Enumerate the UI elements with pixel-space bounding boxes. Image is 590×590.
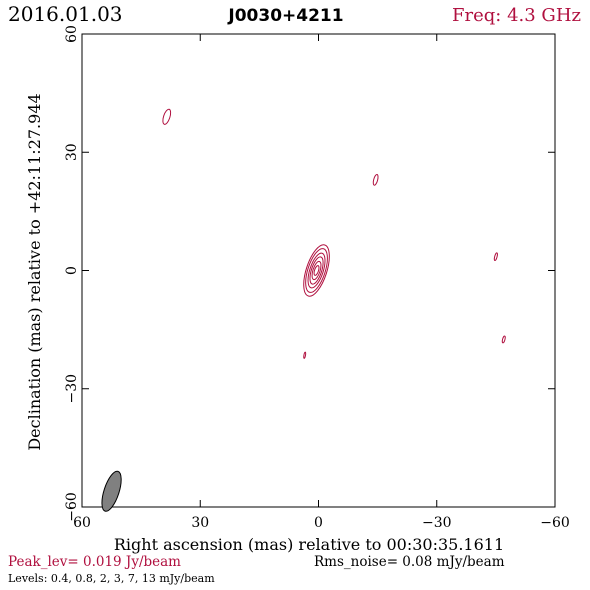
core-contour: [307, 252, 326, 289]
beam-layer: [101, 470, 122, 512]
component-contour: [501, 335, 506, 344]
y-tick-labels: −60 −30 0 30 60: [64, 25, 80, 522]
rms-noise: Rms_noise= 0.08 mJy/beam: [314, 554, 505, 570]
x-tick-label: −60: [540, 515, 570, 531]
y-axis-label: Declination (mas) relative to +42:11:27.…: [25, 93, 44, 450]
x-tick-label: 0: [314, 515, 323, 531]
y-tick-label: 60: [64, 25, 80, 43]
x-tick-label: −30: [422, 515, 452, 531]
observation-date: 2016.01.03: [8, 2, 123, 26]
component-contour: [303, 351, 307, 359]
core-contour: [303, 244, 330, 297]
x-tick-labels: 60 30 0 −30 −60: [73, 515, 570, 531]
source-name: J0030+4211: [227, 6, 343, 26]
component-contour: [493, 252, 498, 262]
frequency-label: Freq: 4.3 GHz: [452, 5, 581, 26]
x-axis-label: Right ascension (mas) relative to 00:30:…: [114, 535, 504, 554]
core-contour: [305, 248, 328, 293]
axis-ticks: [81, 33, 556, 508]
y-tick-label: 0: [64, 266, 80, 275]
component-contour: [162, 108, 172, 125]
component-contour: [372, 173, 379, 186]
y-tick-label: −30: [64, 374, 80, 404]
core-contour: [311, 260, 322, 281]
core-contour: [313, 265, 320, 276]
restoring-beam: [101, 470, 122, 512]
x-tick-label: 60: [73, 515, 91, 531]
contour-layer: [162, 108, 506, 359]
x-tick-label: 30: [191, 515, 209, 531]
y-tick-label: −60: [64, 492, 80, 522]
peak-level: Peak_lev= 0.019 Jy/beam: [8, 554, 181, 570]
core-contour: [309, 256, 324, 285]
contour-levels: Levels: 0.4, 0.8, 2, 3, 7, 13 mJy/beam: [8, 572, 215, 585]
y-tick-label: 30: [64, 143, 80, 161]
